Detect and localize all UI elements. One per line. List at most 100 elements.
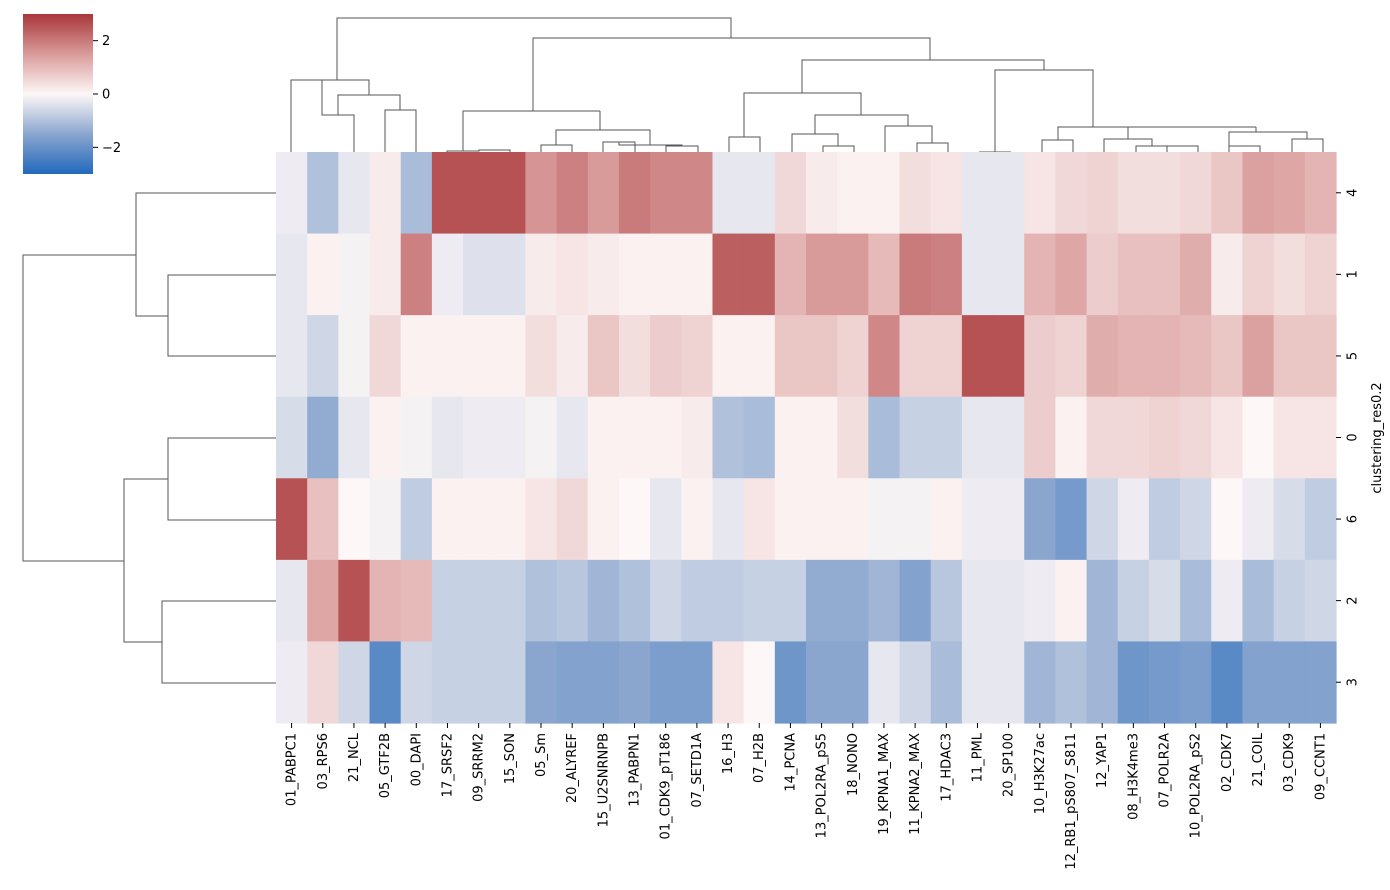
column-label: 12_YAP1 [1095, 733, 1110, 788]
heatmap-cell [587, 559, 620, 643]
heatmap-cell [1024, 233, 1057, 316]
heatmap-cell [1211, 315, 1244, 398]
heatmap-cell [743, 396, 776, 479]
heatmap-cell [1055, 315, 1088, 398]
heatmap-cell [806, 396, 838, 479]
heatmap-cell [837, 559, 869, 643]
heatmap-cell [307, 478, 339, 561]
heatmap-cell [1180, 233, 1212, 316]
heatmap-cell [930, 559, 963, 643]
heatmap-cell [556, 396, 589, 479]
heatmap-cell [743, 559, 776, 643]
col-dendro-link [801, 59, 1045, 93]
heatmap-cell [307, 396, 339, 479]
heatmap-cell [993, 559, 1025, 643]
heatmap-cell [993, 152, 1025, 235]
heatmap-cell [743, 478, 776, 561]
heatmap-cell [1086, 641, 1119, 724]
column-label: 11_KPNA2_MAX [908, 733, 923, 835]
heatmap-cell [307, 233, 339, 316]
heatmap-cell [1304, 315, 1337, 398]
heatmap-cell [618, 152, 651, 235]
column-label: 01_PABPC1 [285, 733, 300, 806]
heatmap-cell [899, 478, 932, 561]
heatmap-cell [276, 559, 308, 643]
heatmap-cell [899, 152, 932, 235]
heatmap-cell [961, 315, 994, 398]
heatmap-cell [431, 559, 464, 643]
column-labels: 01_PABPC1 03_RPS6 21_NCL 05_GTF2B 00_DAPI 17_… [285, 723, 1328, 870]
heatmap-cell [525, 559, 558, 643]
col-dendro-link [540, 144, 573, 152]
heatmap-cell [868, 641, 901, 724]
heatmap-cell [494, 152, 527, 235]
heatmap-cell [587, 478, 620, 561]
heatmap-cell [868, 396, 901, 479]
heatmap-cell [463, 315, 495, 398]
row-label: 4 [1346, 189, 1361, 197]
heatmap-cell [1242, 315, 1275, 398]
heatmap-cell [1117, 559, 1150, 643]
heatmap-cell [837, 478, 869, 561]
heatmap-cell [338, 152, 371, 235]
heatmap-cell [618, 559, 651, 643]
column-label: 00_DAPI [409, 733, 424, 786]
heatmap-cell [556, 478, 589, 561]
row-dendro-link [161, 600, 276, 684]
colorbar-ticks: 2 0 −2 [93, 34, 121, 156]
heatmap-cell [369, 559, 402, 643]
heatmap-cell [338, 396, 371, 479]
row-label: 3 [1346, 678, 1361, 686]
heatmap-cell [463, 233, 495, 316]
heatmap-cell [1242, 396, 1275, 479]
column-label: 09_SRRM2 [472, 733, 487, 802]
y-axis-label: clustering_res0.2 [1370, 382, 1385, 493]
heatmap-cell [681, 233, 714, 316]
heatmap-cell [930, 396, 963, 479]
heatmap-cell [899, 396, 932, 479]
column-label: 03_RPS6 [316, 733, 331, 789]
heatmap-cell [1117, 315, 1150, 398]
heatmap-cell [276, 396, 308, 479]
heatmap-cell [868, 152, 901, 235]
heatmap-cell [1086, 396, 1119, 479]
heatmap-cell [1180, 559, 1212, 643]
column-label: 15_SON [503, 733, 518, 784]
row-dendro-link [123, 478, 168, 643]
heatmap-cell [1211, 641, 1244, 724]
heatmap-cell [556, 315, 589, 398]
column-label: 05_Sm [534, 733, 549, 777]
heatmap-cell [774, 641, 807, 724]
heatmap-cell [1086, 233, 1119, 316]
column-label: 02_CDK7 [1220, 733, 1235, 792]
heatmap-cell [1304, 396, 1337, 479]
heatmap-cell [618, 233, 651, 316]
heatmap-cell [1211, 396, 1244, 479]
column-label: 07_POLR2A [1158, 733, 1173, 808]
heatmap-cell [525, 641, 558, 724]
column-label: 10_POL2RA_pS2 [1189, 733, 1204, 838]
heatmap-cell [463, 396, 495, 479]
heatmap-cell [400, 396, 433, 479]
heatmap-cell [463, 152, 495, 235]
heatmap-cell [899, 233, 932, 316]
column-label: 08_H3K4me3 [1126, 733, 1141, 820]
heatmap-cell [650, 559, 682, 643]
row-label: 2 [1346, 597, 1361, 605]
column-label: 18_NONO [846, 733, 861, 796]
heatmap-cell [681, 396, 714, 479]
col-dendro-link [1167, 145, 1199, 152]
heatmap-cell [837, 396, 869, 479]
col-dendro-link [306, 79, 370, 95]
heatmap-cell [338, 478, 371, 561]
row-dendro-link [167, 274, 276, 357]
heatmap-cell [525, 315, 558, 398]
heatmap-cell [712, 559, 745, 643]
col-dendro-link [916, 142, 949, 152]
col-dendro-link [884, 125, 933, 152]
row-dendro-link [167, 437, 276, 521]
heatmap-cell [307, 152, 339, 235]
heatmap-cell [650, 396, 682, 479]
heatmap-cell [650, 233, 682, 316]
heatmap-cell [1086, 559, 1119, 643]
